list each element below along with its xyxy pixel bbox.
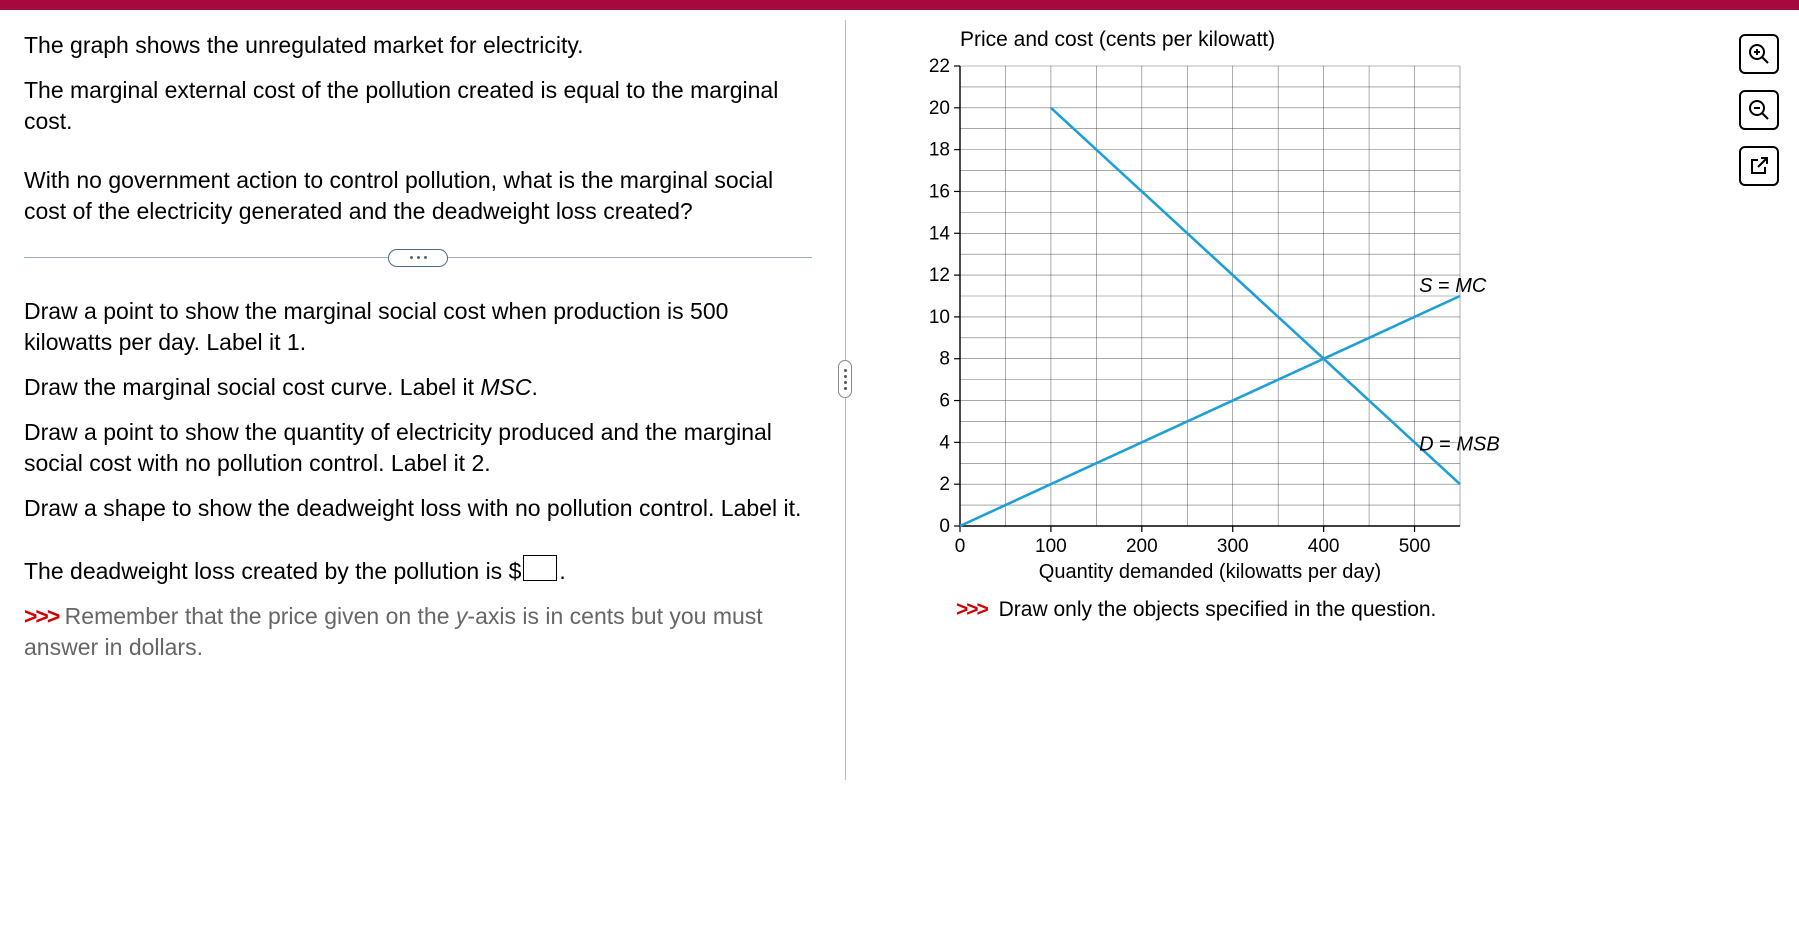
answer-text-a: The deadweight loss created by the pollu… [24, 558, 521, 584]
answer-text-b: . [559, 558, 565, 584]
svg-text:12: 12 [929, 265, 950, 286]
vertical-divider-line [845, 20, 846, 780]
intro-line-2: The marginal external cost of the pollut… [24, 75, 812, 137]
hint-prefix: >>> [24, 603, 58, 629]
divider-expand-button[interactable] [388, 249, 448, 267]
svg-text:Quantity demanded (kilowatts p: Quantity demanded (kilowatts per day) [1039, 561, 1381, 583]
svg-text:100: 100 [1035, 536, 1067, 557]
zoom-out-icon [1747, 98, 1771, 122]
popout-icon [1747, 154, 1771, 178]
svg-text:200: 200 [1126, 536, 1158, 557]
answer-input[interactable] [523, 555, 557, 581]
svg-text:D = MSB: D = MSB [1419, 434, 1500, 456]
svg-text:18: 18 [929, 140, 950, 161]
graph-tools [1739, 34, 1779, 186]
svg-text:16: 16 [929, 181, 950, 202]
chart-area[interactable]: 01002003004005000246810121416182022Quant… [920, 56, 1480, 576]
svg-text:4: 4 [939, 432, 950, 453]
top-bar [0, 0, 1799, 10]
hint-line: >>> Remember that the price given on the… [24, 601, 812, 663]
svg-text:0: 0 [955, 536, 966, 557]
section-divider [24, 257, 812, 258]
svg-text:2: 2 [939, 474, 950, 495]
svg-text:8: 8 [939, 349, 950, 370]
resize-handle[interactable] [838, 360, 852, 398]
chart-title: Price and cost (cents per kilowatt) [960, 28, 1789, 52]
svg-text:22: 22 [929, 56, 950, 77]
svg-text:500: 500 [1399, 536, 1431, 557]
svg-text:14: 14 [929, 223, 951, 244]
step-2-a: Draw the marginal social cost curve. Lab… [24, 374, 480, 400]
step-1: Draw a point to show the marginal social… [24, 296, 812, 358]
answer-line: The deadweight loss created by the pollu… [24, 553, 812, 587]
zoom-in-icon [1747, 42, 1771, 66]
question-panel: The graph shows the unregulated market f… [0, 10, 830, 943]
hint-y: y [456, 603, 468, 629]
svg-text:S = MC: S = MC [1419, 275, 1487, 297]
step-2-label: MSC [480, 374, 531, 400]
popout-button[interactable] [1739, 146, 1779, 186]
zoom-in-button[interactable] [1739, 34, 1779, 74]
step-2: Draw the marginal social cost curve. Lab… [24, 372, 812, 403]
svg-text:20: 20 [929, 98, 950, 119]
step-4: Draw a shape to show the deadweight loss… [24, 493, 812, 524]
intro-line-1: The graph shows the unregulated market f… [24, 30, 812, 61]
zoom-out-button[interactable] [1739, 90, 1779, 130]
step-3: Draw a point to show the quantity of ele… [24, 417, 812, 479]
graph-panel: Price and cost (cents per kilowatt) 0100… [860, 10, 1799, 943]
main-container: The graph shows the unregulated market f… [0, 10, 1799, 943]
chart-svg: 0 100 200 300 400 500 0 2 4 6 8 10 12 14 16 18 20 22 Quant… [920, 56, 1540, 616]
svg-text:0: 0 [939, 516, 950, 537]
svg-text:6: 6 [939, 391, 950, 412]
svg-text:300: 300 [1217, 536, 1249, 557]
step-2-c: . [532, 374, 538, 400]
panel-divider [830, 10, 860, 943]
svg-text:400: 400 [1308, 536, 1340, 557]
main-question: With no government action to control pol… [24, 165, 812, 227]
hint-a: Remember that the price given on the [58, 603, 456, 629]
svg-text:10: 10 [929, 307, 950, 328]
